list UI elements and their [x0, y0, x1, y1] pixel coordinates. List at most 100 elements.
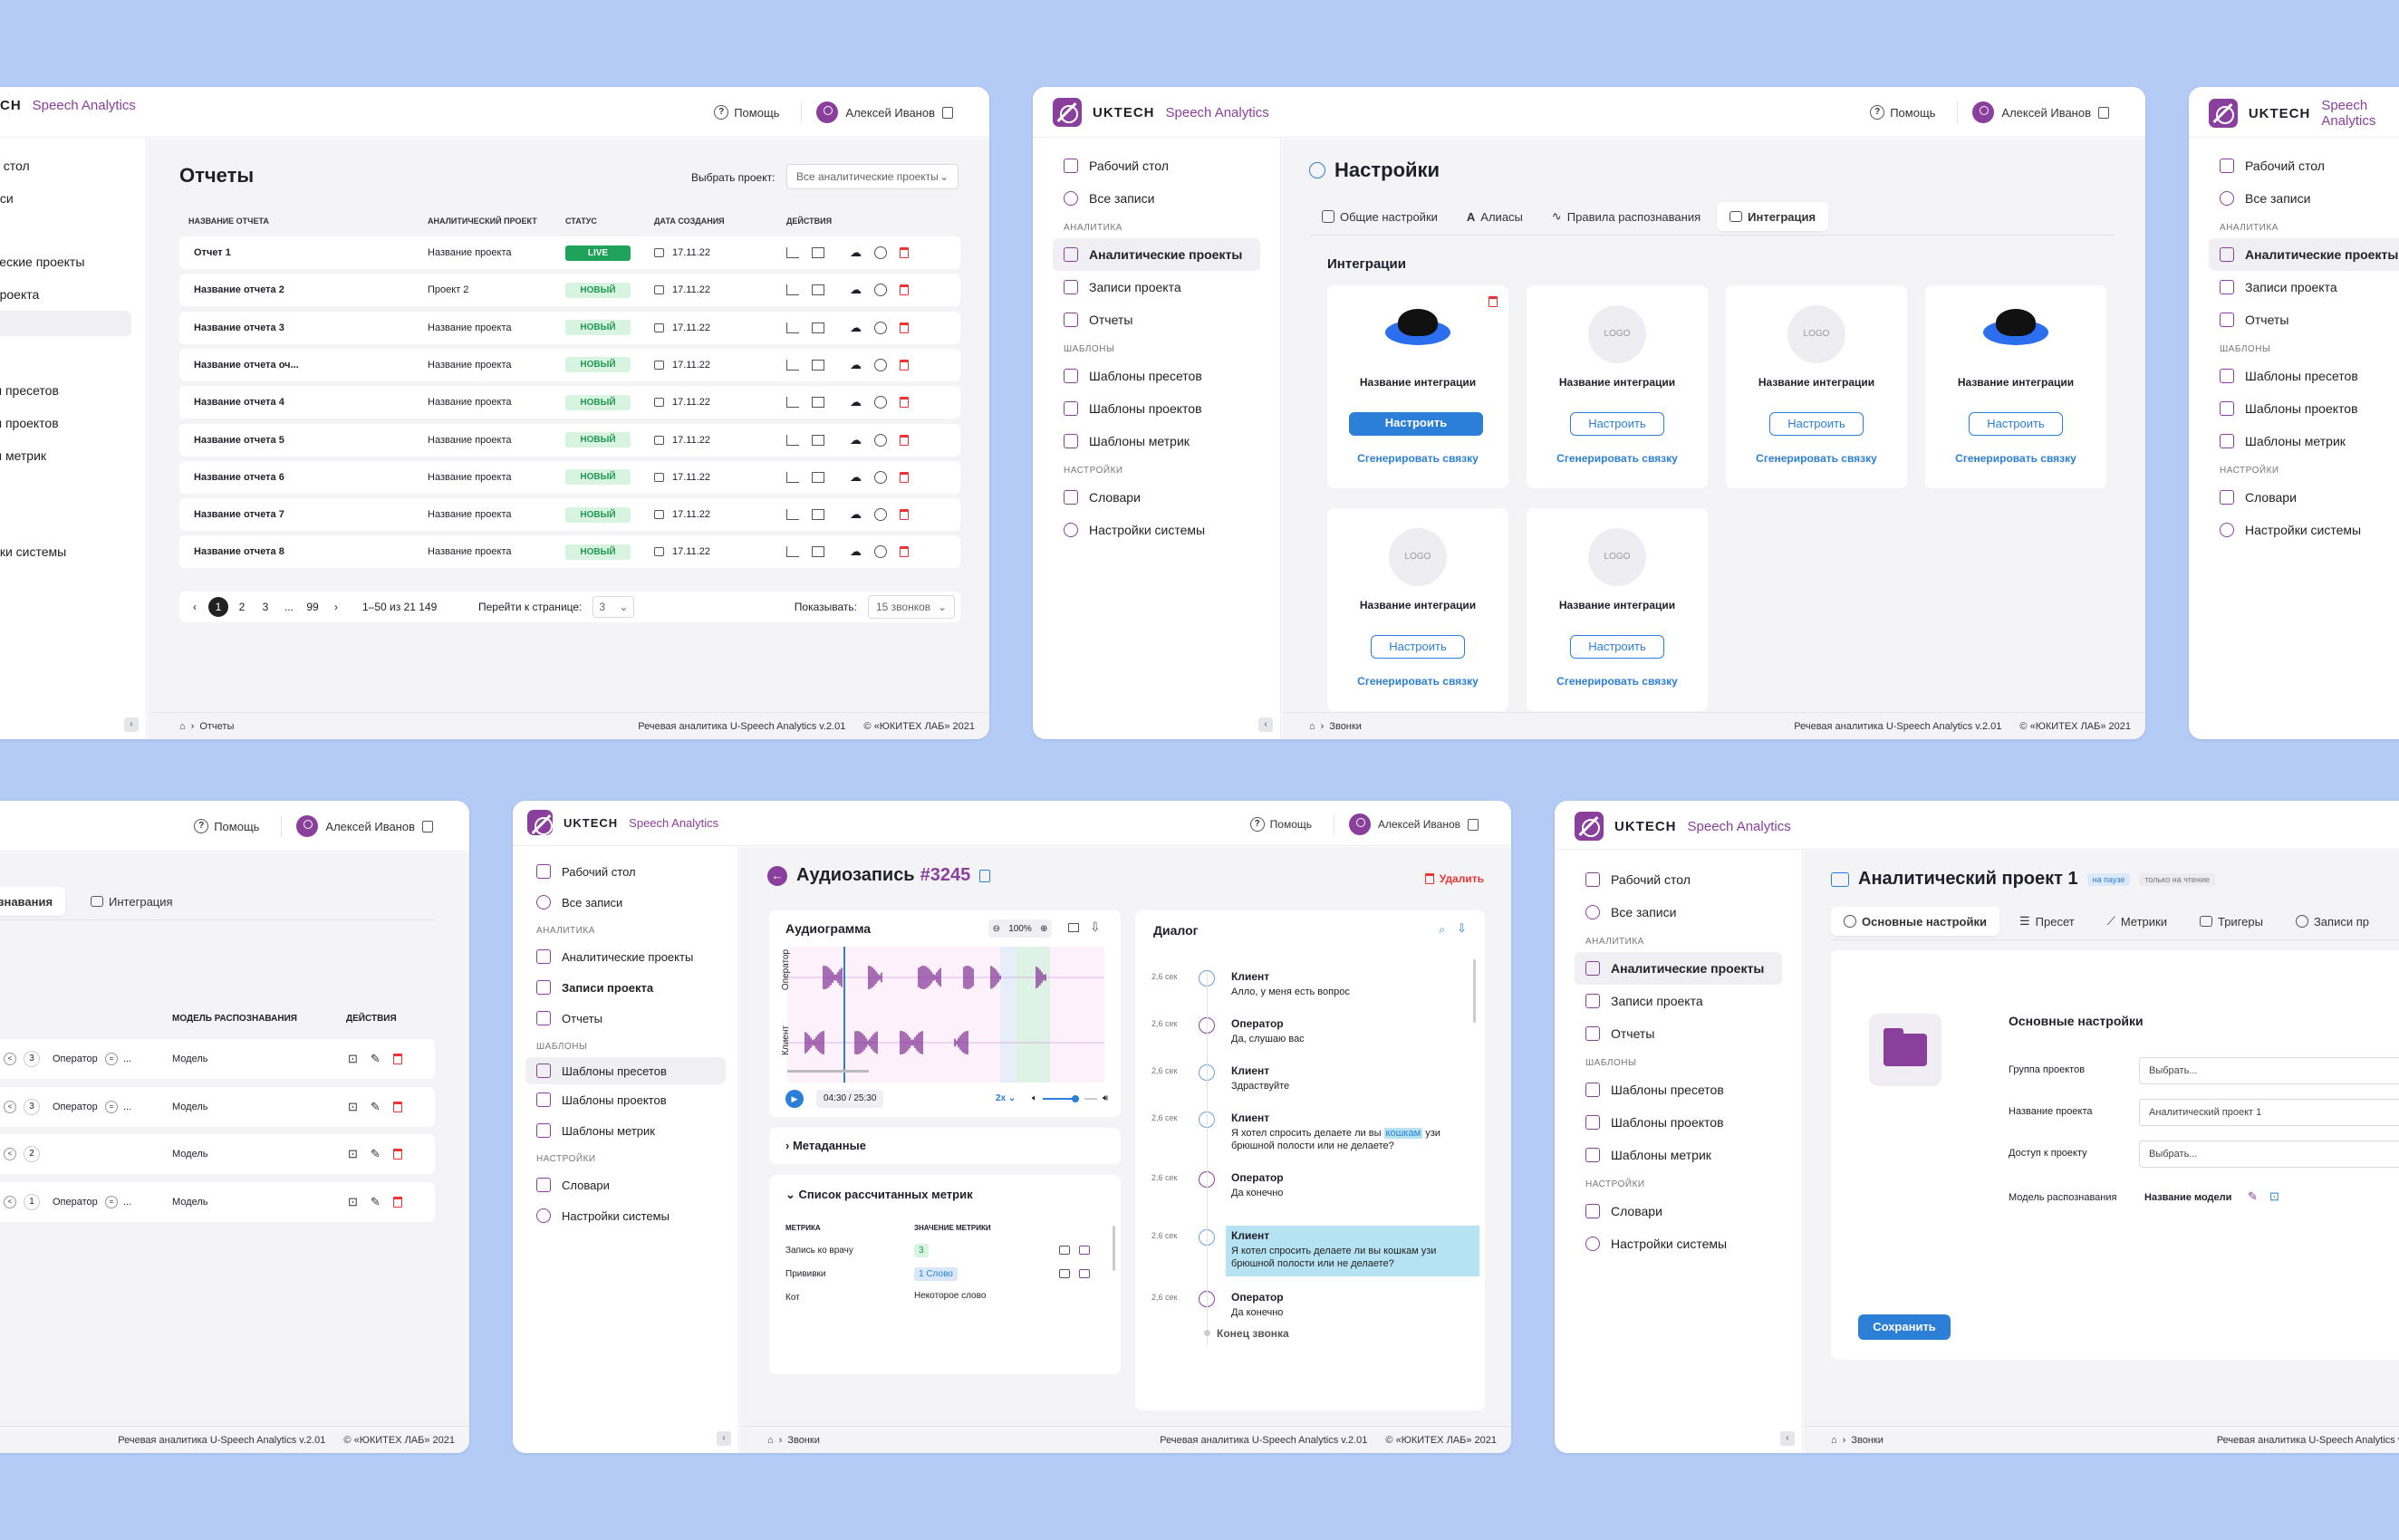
table-icon[interactable] [812, 472, 824, 483]
cloud-download-icon[interactable]: ☁ [850, 358, 862, 372]
nav-dictionaries[interactable]: Словари [1053, 481, 1260, 514]
logout-icon[interactable] [942, 107, 953, 119]
search-icon[interactable]: ⌕ [1439, 923, 1445, 937]
table-row[interactable]: Название отчета оч... Название проекта НОВ… [179, 349, 960, 381]
user-menu[interactable]: Алексей Иванов [1957, 101, 2109, 123]
table-row[interactable]: Название отчета 8 Название проекта НОВЫЙ 17… [179, 535, 960, 568]
nav-metric-templates[interactable]: Шаблоны метрик [1575, 1139, 1782, 1171]
nav-desktop[interactable]: Рабочий стол [1575, 863, 1782, 896]
user-menu[interactable]: Алексей Иванов [801, 101, 953, 123]
trash-icon[interactable] [393, 1054, 402, 1064]
table-icon[interactable] [812, 397, 824, 408]
nav-project-templates[interactable]: Шаблоны проектов [525, 1084, 726, 1115]
project-select[interactable]: Все аналитические проекты ⌄ [786, 164, 959, 189]
nav-desktop[interactable]: Рабочий стол [1053, 149, 1260, 182]
chart-icon[interactable] [786, 546, 799, 557]
delete-button[interactable]: Удалить [1425, 872, 1484, 885]
cloud-download-icon[interactable]: ☁ [850, 395, 862, 409]
edit-icon[interactable]: ✎ [2248, 1189, 2258, 1204]
logout-icon[interactable] [422, 821, 433, 833]
nav-system-settings[interactable]: Настройки системы [1053, 514, 1260, 546]
logout-icon[interactable] [1468, 819, 1479, 831]
nav-metric-templates[interactable]: ы метрик [0, 439, 131, 472]
gear-icon[interactable] [874, 508, 887, 521]
nav-project-records[interactable]: Записи проекта [1575, 985, 1782, 1017]
tab-triggers[interactable]: Тригеры [2187, 907, 2276, 936]
gear-icon[interactable] [874, 359, 887, 371]
tab-general[interactable]: Общие настройки [1309, 202, 1450, 231]
nav-preset-templates[interactable]: ы пресетов [0, 374, 131, 407]
status-badge[interactable]: НОВЫЙ [565, 544, 631, 560]
nav-metric-templates[interactable]: Шаблоны метрик [2209, 425, 2399, 457]
metrics-scrollbar[interactable] [1113, 1226, 1115, 1271]
tab-preset[interactable]: ☰ Пресет [2007, 907, 2087, 936]
user-menu[interactable]: Алексей Иванов [281, 815, 433, 837]
status-badge[interactable]: НОВЫЙ [565, 357, 631, 372]
nav-system-settings[interactable]: Настройки системы [1575, 1227, 1782, 1260]
nav-analytic-projects[interactable]: Аналитические проекты [1575, 952, 1782, 985]
nav-dictionaries[interactable]: Словари [1575, 1195, 1782, 1227]
page-2[interactable]: 2 [232, 597, 252, 617]
chart-icon[interactable] [786, 435, 799, 446]
nav-system-settings[interactable]: Настройки системы [525, 1200, 726, 1231]
cloud-download-icon[interactable]: ☁ [850, 433, 862, 448]
zoom-in-icon[interactable]: ⊕ [1040, 924, 1047, 934]
edit-icon[interactable]: ✎ [371, 1147, 381, 1161]
nav-reports[interactable]: Отчеты [1575, 1017, 1782, 1050]
dialog-message[interactable]: 2,6 сек Клиент Алло, у меня есть вопрос [1151, 970, 1467, 1015]
report-name[interactable]: Название отчета 4 [194, 397, 284, 408]
edit-icon[interactable]: ✎ [371, 1195, 381, 1209]
table-icon[interactable] [812, 546, 824, 557]
help-link[interactable]: ? Помощь [714, 105, 779, 120]
cloud-download-icon[interactable]: ☁ [850, 470, 862, 485]
tab-integration[interactable]: Интеграция [78, 887, 186, 916]
nav-preset-templates[interactable]: Шаблоны пресетов [1575, 1073, 1782, 1106]
table-icon[interactable] [812, 435, 824, 446]
model-settings-icon[interactable]: ⊡ [348, 1195, 358, 1209]
generate-link[interactable]: Сгенерировать связку [1527, 452, 1708, 465]
nav-preset-templates[interactable]: Шаблоны пресетов [525, 1057, 726, 1084]
table-row[interactable]: Название отчета 4 Название проекта НОВЫЙ 17… [179, 386, 960, 419]
waveform[interactable] [769, 947, 1121, 1092]
nav-dictionaries[interactable]: Словари [525, 1169, 726, 1200]
generate-link[interactable]: Сгенерировать связку [1327, 452, 1508, 465]
dialog-message[interactable]: 2,6 сек Клиент Я котел спросить делаете ли… [1151, 1229, 1467, 1275]
zoom-control[interactable]: ⊖ 100% ⊕ [988, 919, 1052, 938]
collapse-sidebar-button[interactable]: ‹ [1780, 1431, 1795, 1446]
report-name[interactable]: Название отчета 7 [194, 509, 284, 520]
nav-project-templates[interactable]: ы проектов [0, 407, 131, 439]
table-row[interactable]: Отчет 1 Название проекта LIVE 17.11.22 ☁ [179, 236, 960, 269]
dialog-scrollbar[interactable] [1473, 959, 1476, 1023]
metadata-accordion[interactable]: › Метаданные [769, 1128, 1121, 1164]
nav-preset-templates[interactable]: Шаблоны пресетов [2209, 360, 2399, 392]
configure-button[interactable]: Настроить [1371, 635, 1465, 659]
download-icon[interactable]: ⇩ [1090, 919, 1101, 935]
help-link[interactable]: ? Помощь [1870, 105, 1935, 120]
trash-icon[interactable] [1489, 296, 1498, 307]
nav-all-records[interactable]: Все записи [1575, 896, 1782, 929]
project-name-input[interactable]: Аналитический проект 1 [2139, 1099, 2399, 1126]
model-settings-icon[interactable]: ⊡ [348, 1147, 358, 1161]
generate-link[interactable]: Сгенерировать связку [1726, 452, 1907, 465]
report-name[interactable]: Название отчета 3 [194, 322, 284, 333]
page-3[interactable]: 3 [255, 597, 275, 617]
chart-icon[interactable] [786, 247, 799, 258]
cloud-download-icon[interactable]: ⇩ [1457, 921, 1467, 936]
gear-icon[interactable] [874, 284, 887, 296]
home-icon[interactable]: ⌂ [767, 1435, 774, 1446]
report-name[interactable]: Название отчета 6 [194, 472, 284, 483]
cloud-download-icon[interactable]: ☁ [850, 283, 862, 297]
play-button[interactable]: ▶ [785, 1090, 804, 1108]
copy-icon[interactable] [979, 870, 990, 882]
trash-icon[interactable] [900, 247, 909, 258]
status-badge[interactable]: НОВЫЙ [565, 395, 631, 410]
dialog-message[interactable]: 2,6 сек Оператор Да конечно [1151, 1291, 1467, 1336]
table-icon[interactable] [812, 509, 824, 520]
collapse-sidebar-button[interactable]: ‹ [124, 717, 139, 732]
status-badge[interactable]: НОВЫЙ [565, 283, 631, 298]
table-icon[interactable] [812, 247, 824, 258]
trash-icon[interactable] [393, 1197, 402, 1208]
tab-recognition-rules[interactable]: ∿ Правила распознавания [1539, 202, 1713, 231]
nav-all-records[interactable]: Все записи [1053, 182, 1260, 215]
gear-icon[interactable] [874, 322, 887, 334]
